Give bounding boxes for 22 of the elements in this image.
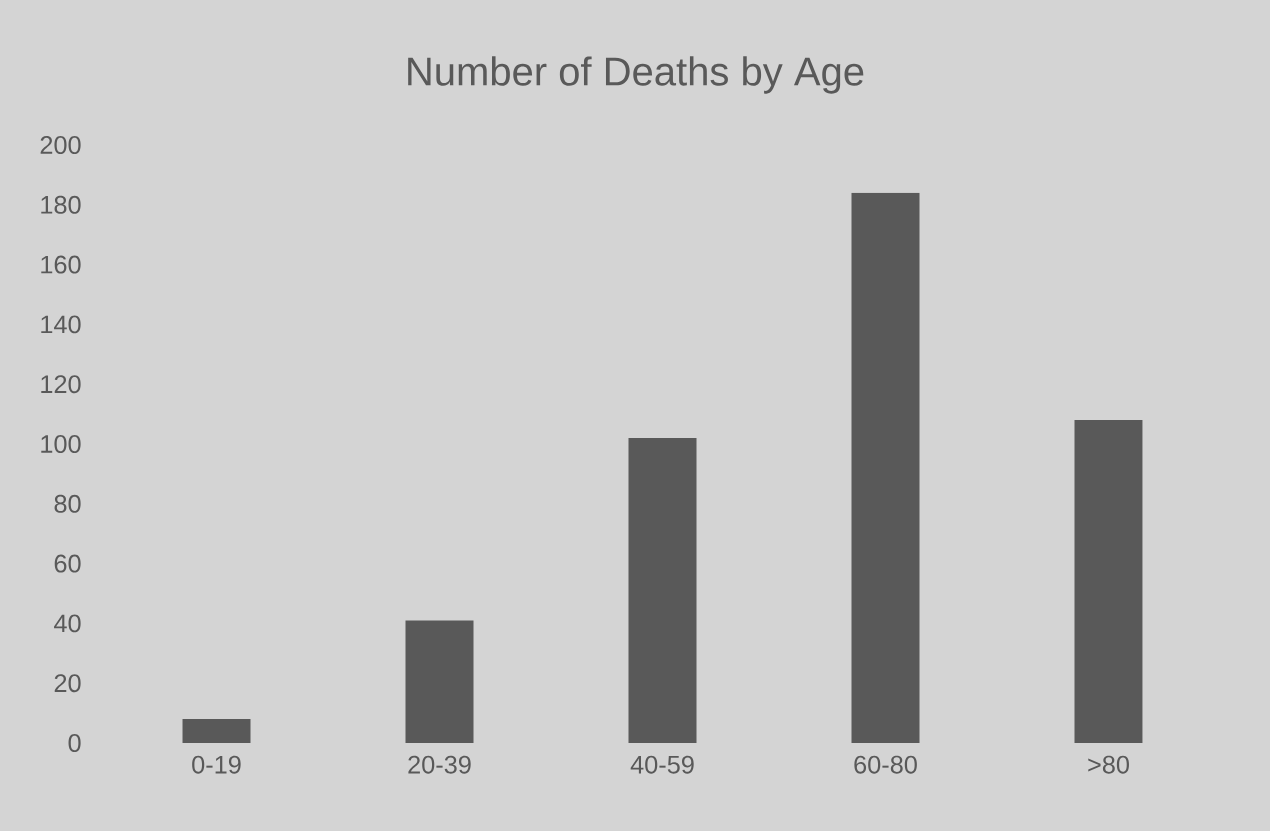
y-tick-label: 180 [41, 195, 81, 214]
chart-title: Number of Deaths by Age [408, 56, 864, 94]
bar [182, 719, 251, 743]
x-tick-label: 20-39 [408, 755, 471, 774]
x-tick-label: 40-59 [630, 755, 694, 774]
y-tick-label: 160 [41, 255, 81, 274]
y-tick-label: 140 [41, 315, 81, 334]
y-tick-label: 200 [40, 136, 81, 154]
bar [628, 438, 697, 743]
y-tick-label: 40 [54, 614, 81, 633]
bar [1074, 420, 1143, 743]
y-tick-label: 80 [54, 494, 81, 513]
bar [851, 192, 920, 743]
bar [405, 620, 474, 743]
x-tick-label: >80 [1088, 755, 1129, 774]
y-tick-label: 60 [54, 554, 81, 573]
y-tick-label: 0 [68, 734, 81, 752]
y-tick-label: 120 [41, 375, 81, 394]
x-tick-label: 0-19 [192, 755, 241, 774]
y-tick-label: 100 [41, 435, 81, 453]
y-tick-label: 20 [54, 674, 81, 693]
x-tick-label: 60-80 [854, 755, 917, 774]
